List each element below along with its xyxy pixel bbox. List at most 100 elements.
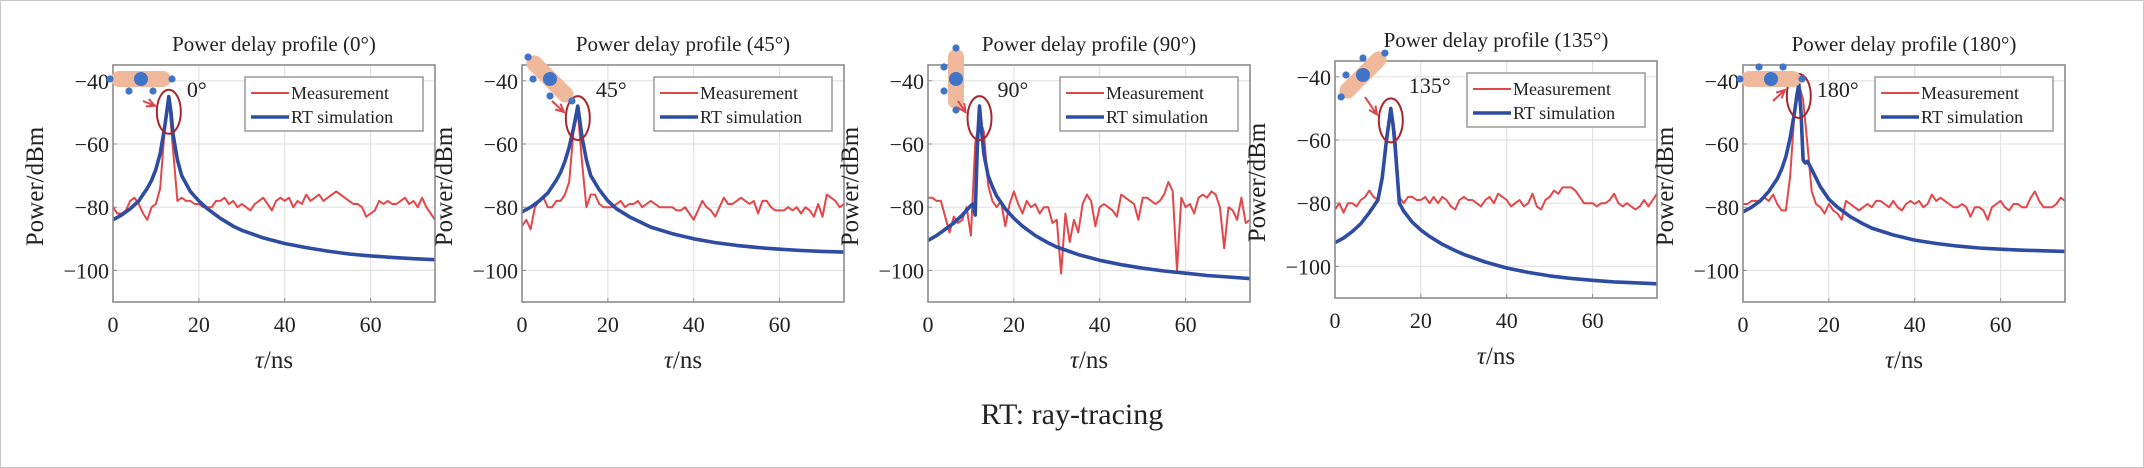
simulation-line xyxy=(928,104,1250,281)
y-tick-label: −80 xyxy=(1705,195,1739,220)
array-main-dot xyxy=(1356,68,1370,82)
y-tick-label: −40 xyxy=(75,69,109,94)
arrow-head-icon xyxy=(957,103,967,114)
peak-highlight-ellipse xyxy=(1377,97,1404,144)
array-dot xyxy=(524,53,532,61)
simulation-line xyxy=(113,94,435,262)
axes-frame xyxy=(927,64,1251,303)
arrow-head-icon xyxy=(145,98,157,108)
simulation-line xyxy=(1335,106,1657,286)
y-tick-label: −40 xyxy=(484,69,518,94)
y-tick-label: −40 xyxy=(1297,65,1331,90)
y-tick-label: −40 xyxy=(890,69,924,94)
x-axis-label: τ/ns xyxy=(664,347,702,374)
array-dot xyxy=(546,92,554,100)
x-axis-label-symbol: τ xyxy=(664,347,674,374)
x-tick-label: 60 xyxy=(1582,308,1604,333)
y-tick-label: −60 xyxy=(890,132,924,157)
arrow-line xyxy=(1364,96,1378,115)
y-tick-label: −40 xyxy=(1705,69,1739,94)
array-dot xyxy=(1755,63,1763,71)
chart-panel-45: 0 20 40 60 −40 −60 −80 −100 45° Measurement RT sim… xyxy=(431,32,845,374)
x-tick-label: 20 xyxy=(597,312,619,337)
legend-box xyxy=(653,76,833,132)
legend-label-simulation: RT simulation xyxy=(1921,107,2023,127)
y-tick-label: −80 xyxy=(484,195,518,220)
legend-box xyxy=(1059,76,1239,132)
x-axis-label: τ/ns xyxy=(1477,343,1515,370)
axes-frame xyxy=(1334,60,1658,299)
y-axis-label: Power/dBm xyxy=(1244,122,1271,242)
y-axis-label: Power/dBm xyxy=(1652,126,1679,246)
array-dot xyxy=(952,44,960,52)
x-axis-label-unit: /ns xyxy=(264,347,293,374)
y-tick-label: −80 xyxy=(75,195,109,220)
y-tick-label: −60 xyxy=(1705,132,1739,157)
legend: Measurement RT simulation xyxy=(1466,72,1646,128)
x-axis-label-unit: /ns xyxy=(673,347,702,374)
y-axis-label: Power/dBm xyxy=(22,126,49,246)
array-dot xyxy=(1359,54,1367,62)
chart-title: Power delay profile (45°) xyxy=(576,32,790,56)
array-main-dot xyxy=(1764,72,1778,86)
antenna-array-icon xyxy=(1736,63,1806,87)
figure-caption: RT: ray-tracing xyxy=(980,398,1164,431)
x-tick-label: 20 xyxy=(188,312,210,337)
antenna-array-rotated xyxy=(1736,63,1806,87)
x-axis-label: τ/ns xyxy=(1885,347,1923,374)
chart-title: Power delay profile (180°) xyxy=(1792,32,2017,56)
x-tick-label: 60 xyxy=(769,312,791,337)
antenna-array-rotated xyxy=(1337,49,1389,101)
legend-label-simulation: RT simulation xyxy=(291,107,393,127)
array-dot xyxy=(529,75,537,83)
antenna-array-rotated xyxy=(524,53,576,105)
legend-label-measurement: Measurement xyxy=(1921,83,2019,103)
x-axis-label: τ/ns xyxy=(1070,347,1108,374)
legend-label-measurement: Measurement xyxy=(291,83,389,103)
array-main-dot xyxy=(134,72,148,86)
x-tick-label: 40 xyxy=(1089,312,1111,337)
x-tick-label: 40 xyxy=(683,312,705,337)
peak-highlight-ellipse xyxy=(155,88,182,135)
array-dot xyxy=(149,87,157,95)
x-tick-label: 0 xyxy=(923,312,934,337)
legend: Measurement RT simulation xyxy=(1874,76,2054,132)
x-tick-label: 60 xyxy=(1990,312,2012,337)
array-dot xyxy=(1736,75,1744,83)
chart-panel-90: 0 20 40 60 −40 −60 −80 −100 90° Measurement RT sim… xyxy=(837,32,1251,374)
array-dot xyxy=(1337,93,1345,101)
y-tick-label: −60 xyxy=(75,132,109,157)
x-tick-label: 40 xyxy=(1496,308,1518,333)
axes-frame xyxy=(521,64,845,303)
chart-panel-180: 0 20 40 60 −40 −60 −80 −100 180° Measurement RT si… xyxy=(1652,32,2066,374)
antenna-array-icon xyxy=(1337,49,1389,101)
angle-annotation: 90° xyxy=(998,77,1029,102)
chart-panel-135: 0 20 40 60 −40 −60 −80 −100 135° Measurement RT si… xyxy=(1244,28,1658,370)
legend-box xyxy=(244,76,424,132)
array-dot xyxy=(568,97,576,105)
antenna-array-icon xyxy=(524,53,576,105)
legend-label-simulation: RT simulation xyxy=(700,107,802,127)
y-tick-label: −80 xyxy=(1297,191,1331,216)
array-dot xyxy=(940,63,948,71)
y-tick-label: −100 xyxy=(879,258,924,283)
y-axis-label: Power/dBm xyxy=(431,126,458,246)
x-axis-label-symbol: τ xyxy=(1477,343,1487,370)
array-dot xyxy=(1779,63,1787,71)
array-dot xyxy=(1798,75,1806,83)
antenna-array-icon xyxy=(106,71,176,95)
y-tick-label: −100 xyxy=(1286,254,1331,279)
x-axis-label-symbol: τ xyxy=(255,347,265,374)
x-axis-label-symbol: τ xyxy=(1070,347,1080,374)
x-tick-label: 60 xyxy=(360,312,382,337)
arrow-line xyxy=(551,100,565,113)
x-tick-label: 20 xyxy=(1818,312,1840,337)
x-axis-label-unit: /ns xyxy=(1894,347,1923,374)
x-axis-label-unit: /ns xyxy=(1486,343,1515,370)
simulation-line xyxy=(1743,82,2065,254)
legend: Measurement RT simulation xyxy=(244,76,424,132)
y-tick-label: −60 xyxy=(484,132,518,157)
arrow-line xyxy=(1772,89,1786,102)
legend-box xyxy=(1874,76,2054,132)
